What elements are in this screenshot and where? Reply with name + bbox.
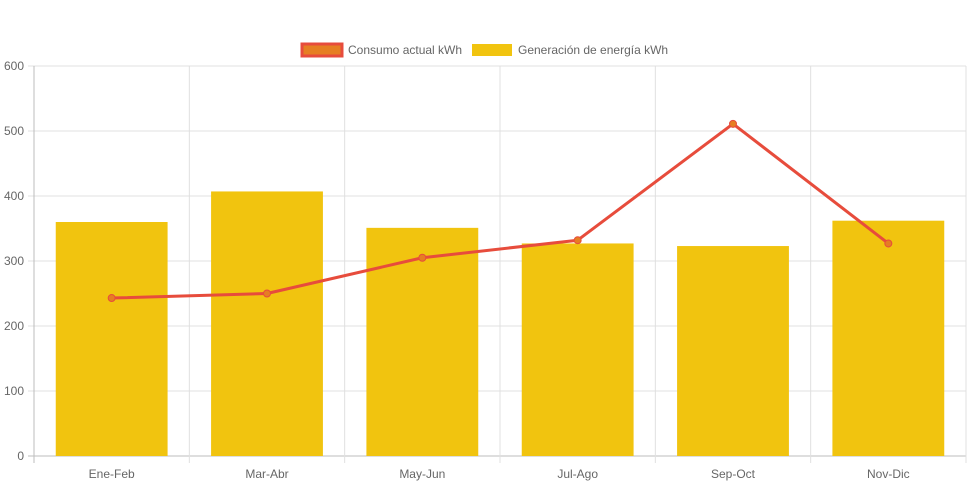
x-tick-label: May-Jun xyxy=(399,467,445,481)
bar-mar-abr[interactable] xyxy=(211,191,323,456)
y-tick-label: 400 xyxy=(4,189,24,203)
x-tick-label: Sep-Oct xyxy=(711,467,756,481)
bar-sep-oct[interactable] xyxy=(677,246,789,456)
line-consumo xyxy=(111,122,890,300)
point-consumo-may-jun[interactable] xyxy=(418,253,427,262)
x-tick-label: Mar-Abr xyxy=(245,467,288,481)
y-tick-label: 300 xyxy=(4,254,24,268)
axes: 0 100 200 300 400 500 600 Ene-Feb Mar-Abr May-Jun… xyxy=(4,59,910,481)
y-tick-label: 100 xyxy=(4,384,24,398)
x-tick-label: Jul-Ago xyxy=(557,467,598,481)
legend-label-generacion: Generación de energía kWh xyxy=(518,43,668,57)
legend-label-consumo: Consumo actual kWh xyxy=(348,43,462,57)
y-tick-label: 500 xyxy=(4,124,24,138)
point-consumo-sep-oct[interactable] xyxy=(729,119,737,128)
x-tick-label: Ene-Feb xyxy=(89,467,135,481)
line-series xyxy=(107,119,893,303)
y-tick-label: 600 xyxy=(4,59,24,73)
point-consumo-mar-abr[interactable] xyxy=(263,289,271,298)
bar-ene-feb[interactable] xyxy=(55,222,168,456)
bar-nov-dic[interactable] xyxy=(832,220,945,456)
x-tick-label: Nov-Dic xyxy=(867,467,910,481)
bar-series xyxy=(55,191,945,456)
legend: Consumo actual kWh Generación de energía… xyxy=(300,42,668,58)
point-consumo-ene-feb[interactable] xyxy=(107,294,116,303)
point-consumo-jul-ago[interactable] xyxy=(573,236,582,245)
legend-swatch-consumo xyxy=(300,42,344,58)
legend-item-generacion[interactable]: Generación de energía kWh xyxy=(472,43,668,57)
bar-jul-ago[interactable] xyxy=(521,243,634,456)
y-tick-label: 200 xyxy=(4,319,24,333)
grid xyxy=(28,65,967,463)
y-tick-label: 0 xyxy=(17,449,24,463)
legend-swatch-generacion xyxy=(472,44,512,56)
point-consumo-nov-dic[interactable] xyxy=(884,239,893,248)
legend-item-consumo[interactable]: Consumo actual kWh xyxy=(300,42,462,58)
bar-may-jun[interactable] xyxy=(366,227,479,456)
